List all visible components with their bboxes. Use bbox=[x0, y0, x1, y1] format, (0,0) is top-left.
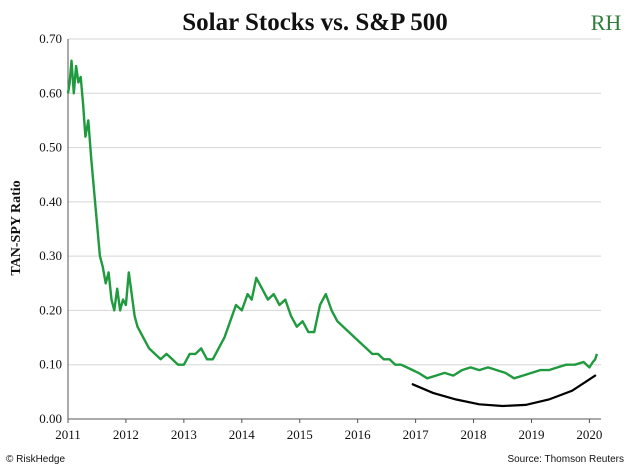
footer-credit: © RiskHedge bbox=[6, 454, 65, 465]
annotation-layer bbox=[411, 374, 597, 408]
x-tick-label: 2020 bbox=[576, 427, 602, 442]
x-tick-label: 2017 bbox=[403, 427, 430, 442]
y-tick-label: 0.50 bbox=[39, 140, 62, 155]
x-tick-label: 2011 bbox=[55, 427, 81, 442]
y-tick-label: 0.10 bbox=[39, 357, 62, 372]
y-axis-label: TAN-SPY Ratio bbox=[9, 180, 24, 275]
x-tick-label: 2013 bbox=[171, 427, 197, 442]
x-tick-labels: 2011 2012 2013 2014 2015 2016 2017 2018 2019 2020 bbox=[55, 419, 602, 442]
riskhedge-logo: RH bbox=[591, 10, 622, 35]
x-tick-label: 2015 bbox=[287, 427, 313, 442]
footer-source: Source: Thomson Reuters bbox=[507, 454, 624, 465]
y-tick-label: 0.30 bbox=[39, 248, 62, 263]
x-tick-label: 2018 bbox=[461, 427, 487, 442]
y-tick-label: 0.00 bbox=[39, 411, 62, 426]
y-tick-label: 0.70 bbox=[39, 31, 62, 46]
grid-lines bbox=[67, 38, 601, 420]
bottom-arc-annotation bbox=[411, 374, 597, 408]
y-tick-label: 0.40 bbox=[39, 194, 62, 209]
series-layer bbox=[66, 59, 599, 380]
x-tick-label: 2014 bbox=[229, 427, 256, 442]
x-tick-label: 2019 bbox=[518, 427, 544, 442]
series-line bbox=[66, 59, 599, 380]
x-tick-label: 2012 bbox=[113, 427, 139, 442]
chart-title: Solar Stocks vs. S&P 500 bbox=[182, 9, 448, 36]
x-tick-label: 2016 bbox=[345, 427, 372, 442]
y-tick-label: 0.20 bbox=[39, 302, 62, 317]
y-tick-labels: 0.00 0.10 0.20 0.30 0.40 0.50 0.60 0.70 bbox=[39, 31, 62, 426]
y-tick-label: 0.60 bbox=[39, 85, 62, 100]
